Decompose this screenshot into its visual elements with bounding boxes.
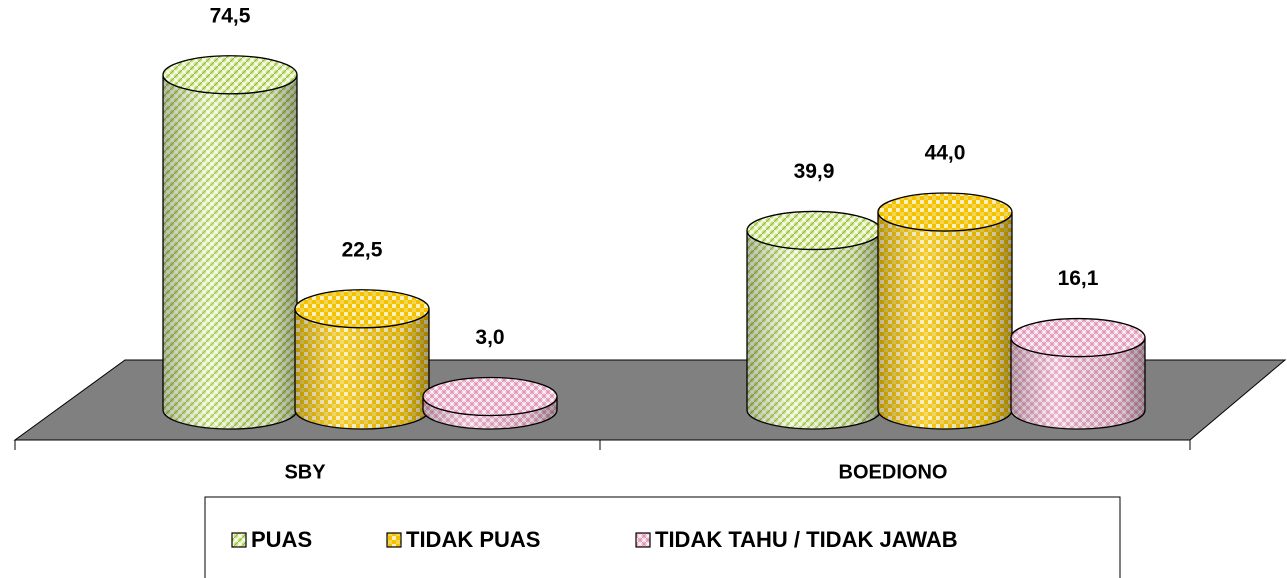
- cylinder-top: [422, 376, 558, 417]
- value-label: 3,0: [475, 326, 504, 349]
- cylinder-shade: [1011, 337, 1145, 429]
- legend-marker: [386, 532, 402, 548]
- cylinder-shade: [423, 396, 557, 429]
- legend-label: TIDAK PUAS: [406, 527, 540, 552]
- cylinder-top: [1010, 317, 1146, 358]
- cylinder-shade: [163, 74, 297, 429]
- value-label: 16,1: [1058, 267, 1099, 290]
- cylinder-shade: [878, 212, 1012, 429]
- legend-label: PUAS: [251, 527, 312, 552]
- x-tick-label: BOEDIONO: [839, 461, 948, 483]
- cylinder-shade: [295, 308, 429, 429]
- cylinder-shade: [747, 230, 881, 429]
- cylinder-top: [877, 192, 1013, 232]
- value-label: 44,0: [925, 142, 966, 165]
- legend-label: TIDAK TAHU / TIDAK JAWAB: [655, 527, 958, 552]
- legend-box: [204, 496, 1121, 578]
- value-label: 22,5: [342, 238, 383, 261]
- value-label: 39,9: [794, 160, 835, 183]
- x-tick-label: SBY: [284, 461, 326, 483]
- cylinder-top: [746, 210, 882, 251]
- legend-marker: [635, 532, 651, 548]
- legend-marker: [231, 532, 247, 548]
- cylinder-top: [162, 55, 298, 95]
- cylinder-top: [294, 289, 430, 329]
- value-label: 74,5: [210, 4, 251, 27]
